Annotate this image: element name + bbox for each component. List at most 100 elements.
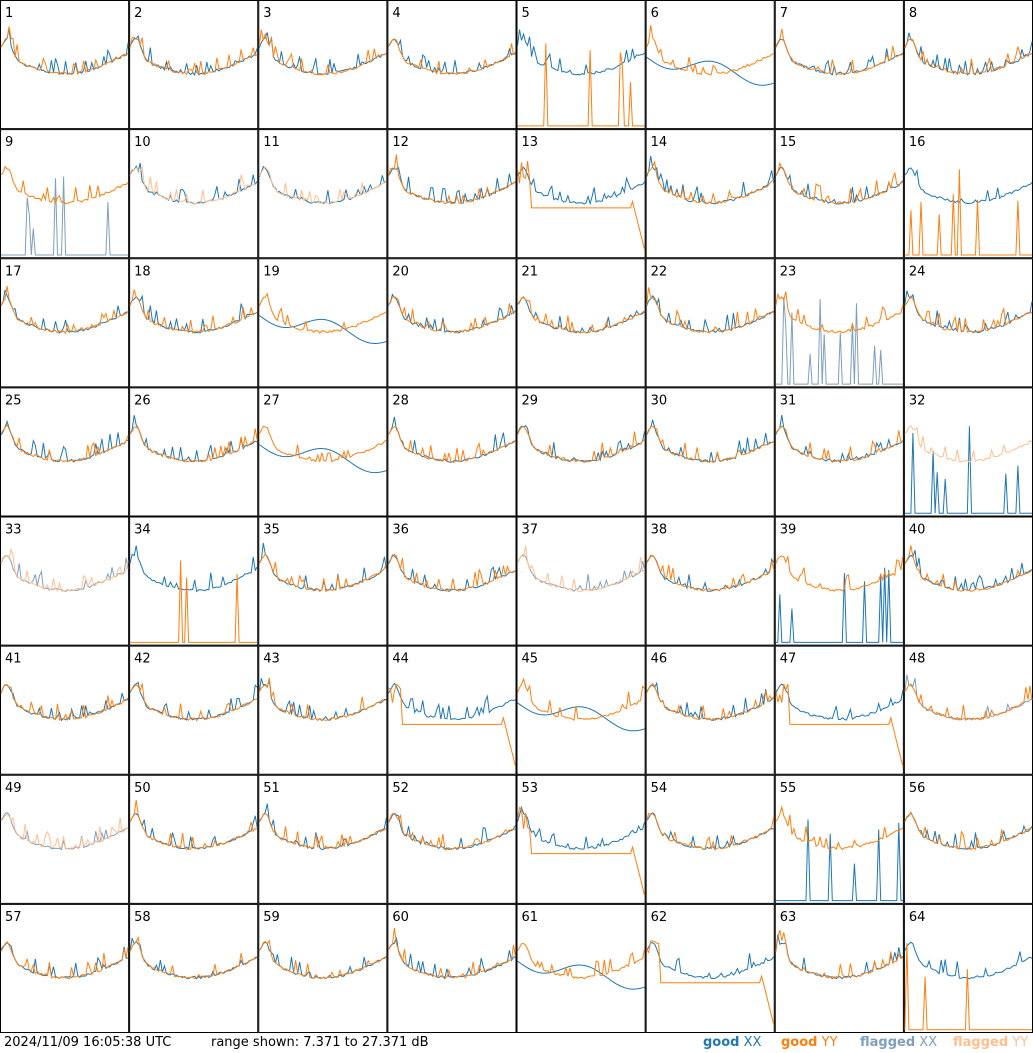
panel-frame [774,645,904,775]
panel-label: 5 [522,6,530,21]
timestamp: 2024/11/09 16:05:38 UTC [4,1035,172,1050]
panel-label: 32 [909,393,926,408]
trace-yy [129,935,258,980]
panel-42: 42 [129,645,259,775]
panel-label: 6 [651,6,659,21]
panel-label: 8 [909,6,917,21]
panel-label: 10 [134,135,151,150]
panel-frame [0,903,130,1033]
panel-31: 31 [774,387,904,517]
panel-frame [645,258,775,388]
panel-40: 40 [903,516,1033,646]
trace-yy [646,25,774,76]
legend-good-xx: good XX [703,1035,761,1051]
trace-yy [646,940,775,1025]
panel-label: 31 [780,393,797,408]
legend-word: good [781,1035,818,1050]
panel-frame [516,516,646,646]
trace-xx [646,56,774,86]
panel-frame [129,645,259,775]
panel-frame [129,903,259,1033]
panel-21: 21 [516,258,646,388]
panel-label: 53 [522,781,539,796]
trace-yy [775,683,904,767]
panel-label: 40 [909,523,926,538]
legend-pol: YY [821,1035,838,1050]
panel-23: 23 [774,258,904,388]
trace-yy [0,285,129,335]
panel-label: 45 [522,652,539,667]
panel-label: 4 [392,6,400,21]
panel-56: 56 [903,774,1033,904]
trace-xx [904,290,1033,334]
trace-yy [517,160,646,251]
trace-yy [387,39,516,75]
trace-xx [517,702,645,732]
footer: 2024/11/09 16:05:38 UTC range shown: 7.3… [0,1033,1033,1053]
panel-52: 52 [387,774,517,904]
legend-pol: XX [919,1035,938,1050]
trace-xx [517,166,645,206]
panel-17: 17 [0,258,130,388]
panel-label: 60 [392,910,409,925]
panel-label: 44 [392,652,409,667]
panel-frame [129,129,259,259]
panel-frame [0,387,130,517]
panel-label: 16 [909,135,926,150]
panel-frame [516,774,646,904]
panel-frame [387,387,517,517]
trace-xx [387,682,516,721]
panel-13: 13 [516,129,646,259]
panel-label: 47 [780,652,797,667]
panel-11: 11 [258,129,388,259]
panel-frame [387,774,517,904]
trace-yy [258,677,387,722]
trace-yy [517,295,645,334]
panel-frame [387,903,517,1033]
panel-label: 49 [5,781,22,796]
panel-label: 52 [392,781,409,796]
panel-label: 57 [5,910,22,925]
panel-label: 36 [392,523,409,538]
panel-frame [774,0,904,130]
panel-label: 3 [263,6,271,21]
panel-45: 45 [516,645,646,775]
panel-frame [516,129,646,259]
panel-frame [516,387,646,517]
panel-label: 63 [780,910,797,925]
panel-label: 30 [651,393,668,408]
trace-yy [646,425,774,463]
panel-label: 13 [522,135,539,150]
panel-frame [903,258,1033,388]
trace-yy [129,683,258,722]
panel-label: 46 [651,652,668,667]
trace-yy [0,813,129,850]
panel-6: 6 [645,0,775,130]
panel-20: 20 [387,258,517,388]
panel-label: 1 [5,6,13,21]
panel-19: 19 [258,258,388,388]
panel-label: 33 [5,523,22,538]
panel-54: 54 [645,774,775,904]
panel-frame [774,903,904,1033]
panel-frame [645,0,775,130]
panel-frame [258,387,388,517]
trace-xx [775,683,904,721]
panel-label: 2 [134,6,142,21]
panel-frame [774,387,904,517]
trace-xx [129,34,258,77]
trace-yy [0,940,129,980]
trace-yy [517,677,645,721]
trace-yy [258,425,387,463]
panel-label: 9 [5,135,13,150]
panel-label: 17 [5,264,22,279]
panel-32: 32 [903,387,1033,517]
panel-label: 28 [392,393,409,408]
trace-yy [904,38,1033,75]
panel-label: 59 [263,910,280,925]
panel-38: 38 [645,516,775,646]
legend-flagged-xx: flagged XX [860,1035,937,1051]
panel-label: 56 [909,781,926,796]
panel-35: 35 [258,516,388,646]
